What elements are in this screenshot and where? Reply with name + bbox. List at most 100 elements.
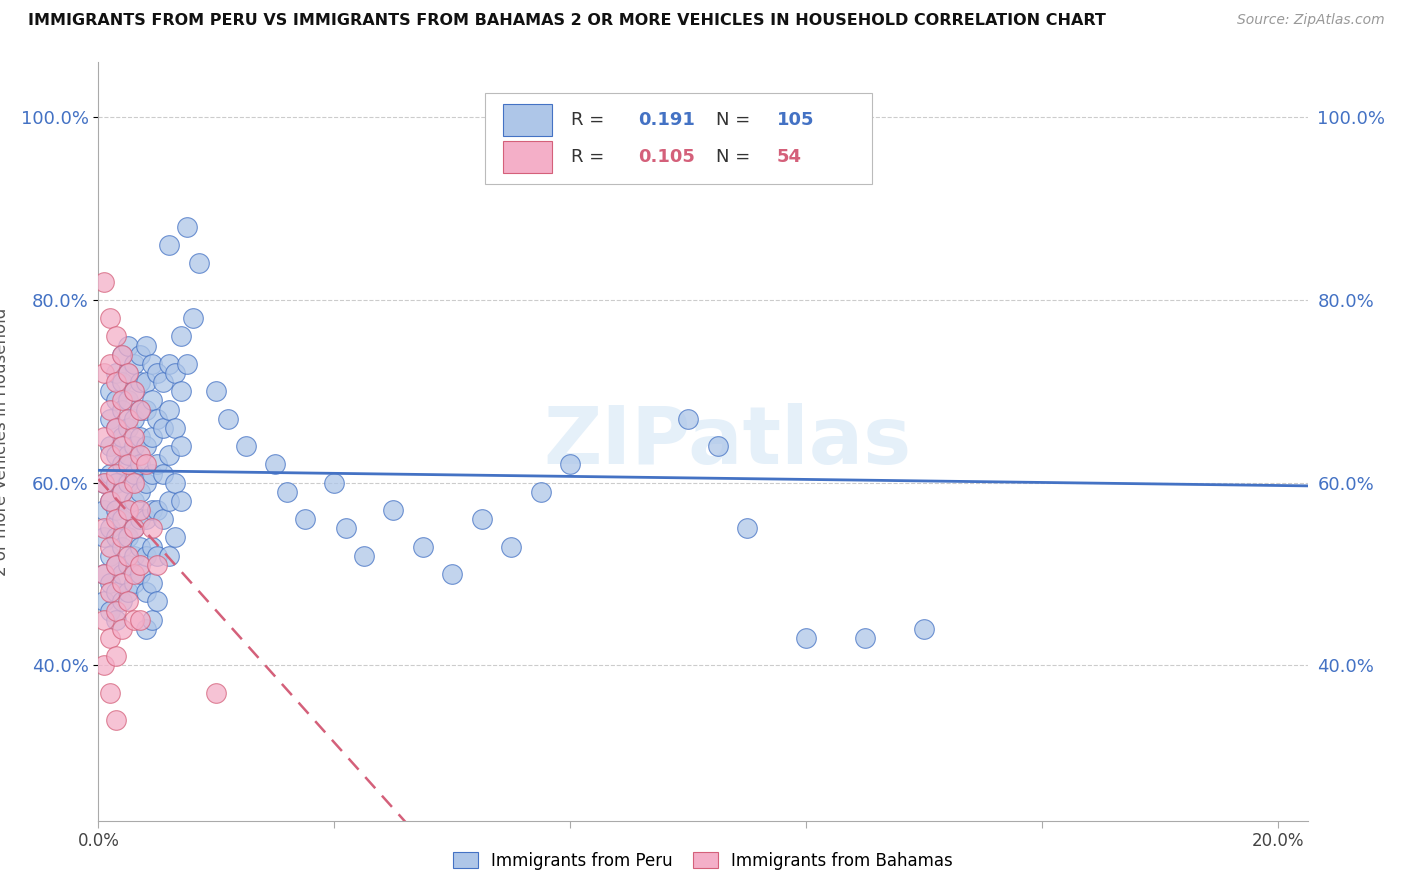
Point [157, 448, 180, 462]
Point [382, 503, 405, 517]
Point [181, 311, 204, 326]
Point [98, 402, 121, 417]
Point [141, 613, 163, 627]
Point [135, 402, 157, 417]
Point [122, 475, 145, 490]
Point [98, 448, 121, 462]
Point [117, 366, 139, 380]
Point [105, 603, 128, 617]
Point [111, 540, 134, 554]
Point [135, 549, 157, 563]
Point [111, 594, 134, 608]
Point [111, 458, 134, 472]
Point [128, 540, 150, 554]
Point [105, 475, 128, 490]
Point [128, 402, 150, 417]
Point [619, 110, 641, 124]
Point [105, 558, 128, 572]
Point [146, 458, 169, 472]
Point [152, 467, 174, 481]
Point [157, 238, 180, 252]
Text: R =: R = [571, 147, 610, 166]
Point [276, 484, 298, 499]
Point [128, 558, 150, 572]
Point [98, 540, 121, 554]
Point [706, 439, 728, 453]
Point [111, 622, 134, 636]
Point [135, 585, 157, 599]
Point [135, 375, 157, 389]
Point [105, 558, 128, 572]
Point [170, 329, 193, 343]
Point [122, 357, 145, 371]
Point [105, 503, 128, 517]
Point [157, 402, 180, 417]
Point [117, 366, 139, 380]
Y-axis label: 2 or more Vehicles in Household: 2 or more Vehicles in Household [0, 308, 10, 575]
Point [98, 576, 121, 591]
Point [128, 375, 150, 389]
Point [105, 329, 128, 343]
Point [111, 375, 134, 389]
Point [141, 521, 163, 535]
Point [111, 430, 134, 444]
Point [105, 421, 128, 435]
Point [135, 458, 157, 472]
Point [146, 503, 169, 517]
Point [117, 448, 139, 462]
Text: 105: 105 [776, 111, 814, 129]
Point [141, 357, 163, 371]
Point [648, 110, 671, 124]
Point [105, 421, 128, 435]
Point [117, 503, 139, 517]
Point [105, 649, 128, 664]
Point [93, 594, 115, 608]
Point [111, 566, 134, 581]
Point [128, 448, 150, 462]
Point [152, 375, 174, 389]
Point [93, 566, 115, 581]
Point [412, 540, 434, 554]
Point [128, 503, 150, 517]
Point [93, 366, 115, 380]
Point [105, 713, 128, 727]
Point [98, 686, 121, 700]
Point [117, 411, 139, 425]
FancyBboxPatch shape [503, 141, 551, 172]
Point [128, 512, 150, 526]
Point [141, 467, 163, 481]
Point [165, 421, 187, 435]
Point [141, 430, 163, 444]
Point [98, 549, 121, 563]
Point [93, 430, 115, 444]
Point [122, 566, 145, 581]
Text: ZIPatlas: ZIPatlas [543, 402, 911, 481]
Point [117, 458, 139, 472]
Point [294, 512, 316, 526]
Point [98, 631, 121, 645]
Point [98, 357, 121, 371]
Point [105, 448, 128, 462]
Point [111, 348, 134, 362]
Text: N =: N = [716, 111, 756, 129]
Point [122, 467, 145, 481]
Point [560, 458, 582, 472]
Point [152, 512, 174, 526]
Point [111, 531, 134, 545]
Point [98, 603, 121, 617]
Point [912, 622, 935, 636]
Point [152, 421, 174, 435]
Point [111, 402, 134, 417]
Point [187, 256, 209, 270]
Point [105, 467, 128, 481]
Point [141, 576, 163, 591]
Point [794, 631, 817, 645]
Point [98, 439, 121, 453]
Point [146, 366, 169, 380]
Point [98, 384, 121, 399]
Point [98, 311, 121, 326]
Point [735, 521, 758, 535]
Point [105, 375, 128, 389]
Point [165, 366, 187, 380]
Point [170, 384, 193, 399]
